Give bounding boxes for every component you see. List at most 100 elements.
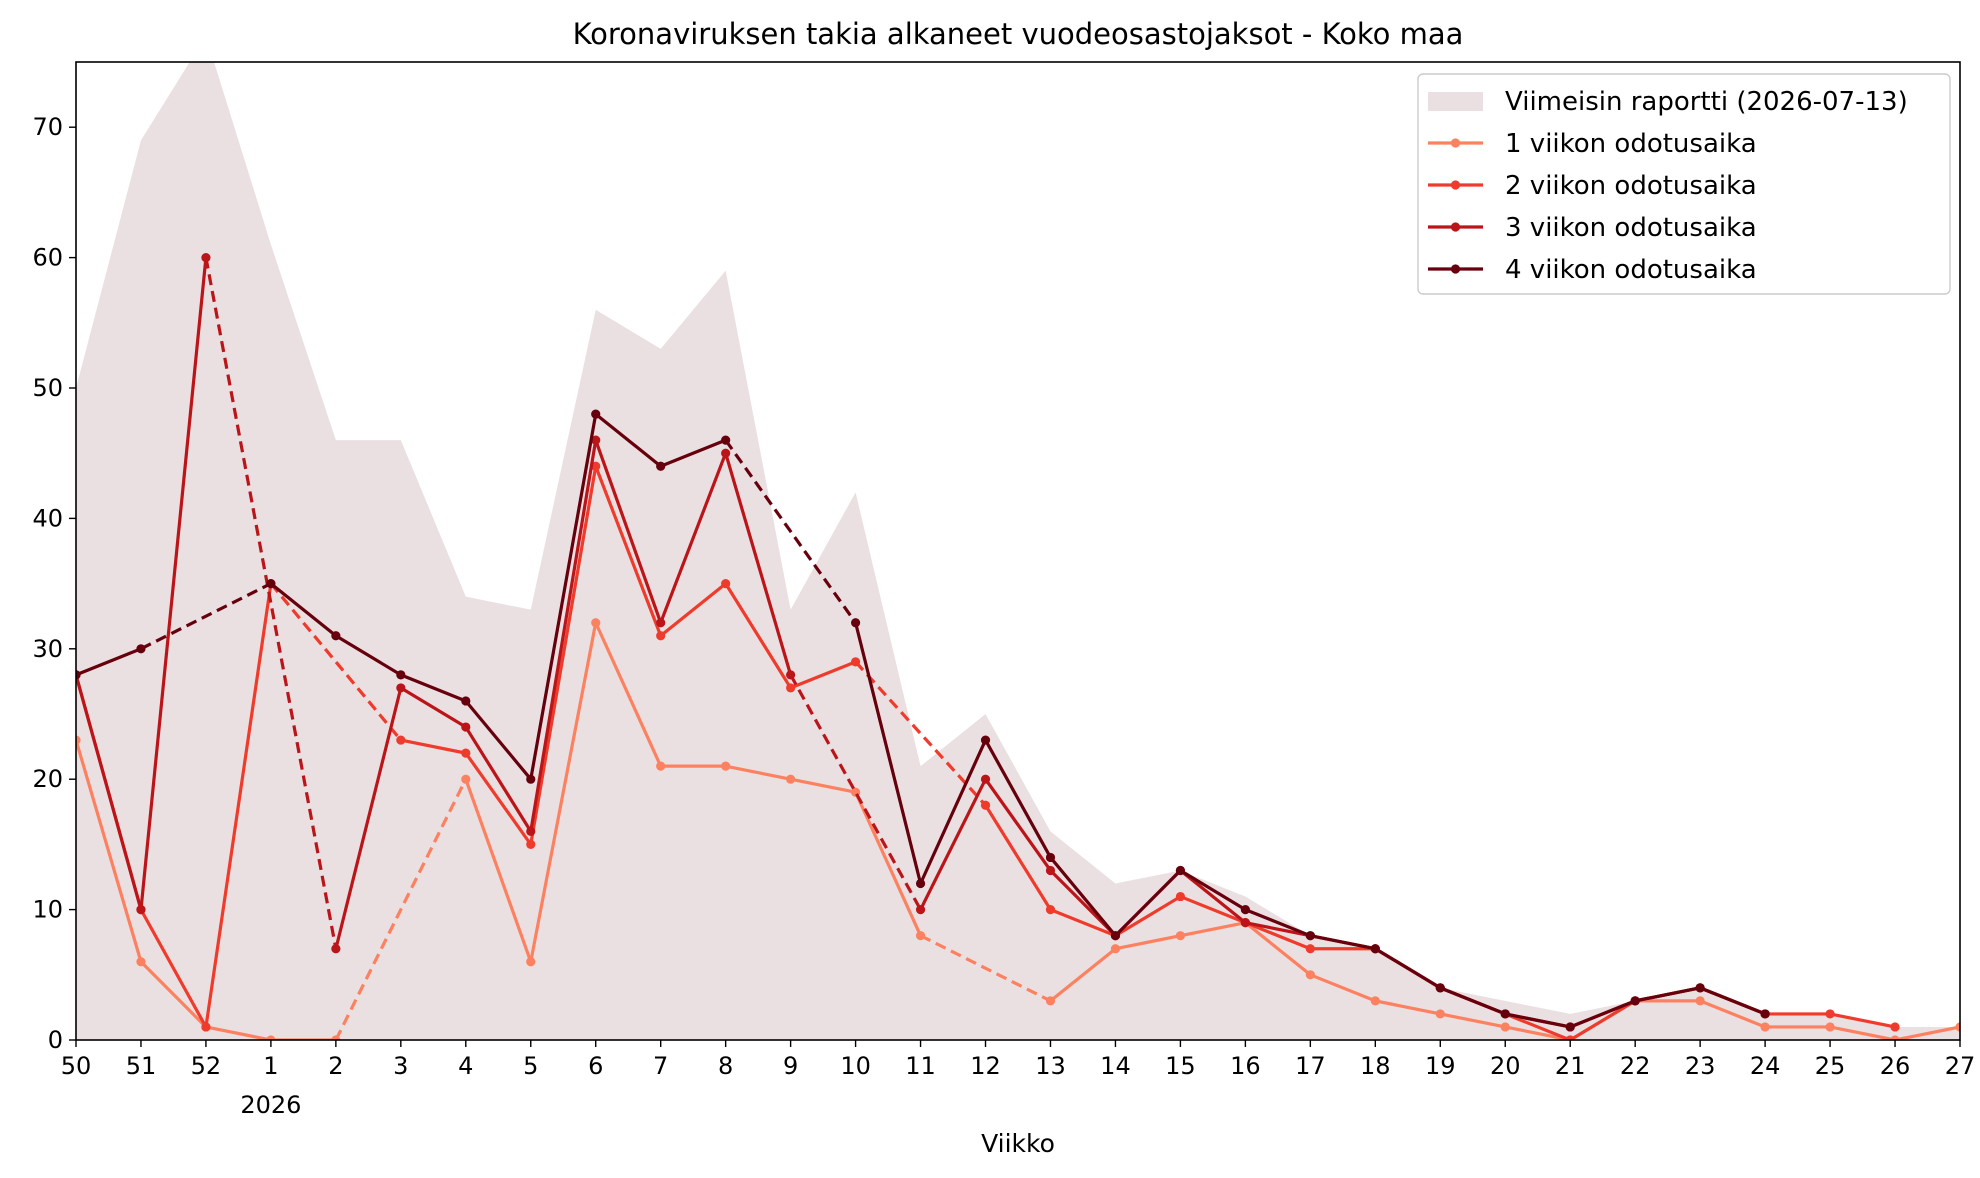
data-point — [461, 696, 471, 706]
data-point — [526, 774, 536, 784]
series-segment — [1634, 986, 1701, 1003]
data-point — [1500, 1022, 1510, 1032]
data-point — [1045, 996, 1056, 1006]
series-segment — [205, 1025, 272, 1040]
series-segment — [464, 778, 533, 963]
legend-label: 1 viikon odotusaika — [1505, 129, 1757, 159]
x-tick-label: 21 — [1555, 1052, 1586, 1080]
data-point — [1045, 852, 1056, 863]
legend-entry: 2 viikon odotusaika — [1428, 171, 1757, 201]
x-tick-label: 18 — [1360, 1052, 1391, 1080]
data-point — [1695, 996, 1705, 1006]
data-point — [1500, 1009, 1510, 1019]
series-segment — [790, 777, 856, 794]
data-point — [980, 800, 991, 810]
data-point — [136, 957, 146, 967]
legend-box — [1417, 73, 1951, 295]
year-label: 2026 — [240, 1091, 301, 1119]
y-tick-label: 40 — [32, 504, 63, 532]
legend-marker — [1450, 222, 1461, 232]
series-segment — [1699, 986, 1766, 1016]
series-segment — [854, 791, 923, 937]
chart-title: Koronaviruksen takia alkaneet vuodeosast… — [573, 17, 1464, 51]
series-segment — [529, 413, 598, 780]
x-tick-label: 22 — [1620, 1052, 1651, 1080]
series-layer — [76, 253, 1960, 1040]
data-point — [915, 931, 926, 941]
series-segment — [1049, 856, 1117, 937]
data-point — [1175, 931, 1186, 941]
data-point — [1370, 944, 1380, 954]
legend-label: 2 viikon odotusaika — [1505, 171, 1757, 201]
series-segment — [1569, 999, 1636, 1029]
legend-entry: 1 viikon odotusaika — [1428, 129, 1757, 159]
series-segment — [1504, 1012, 1571, 1040]
legend-entry: Viimeisin raportti (2026-07-13) — [1428, 87, 1908, 117]
series-segment — [1894, 1025, 1960, 1040]
data-point — [76, 670, 81, 680]
data-point — [1110, 944, 1121, 954]
legend-label: 3 viikon odotusaika — [1505, 213, 1757, 243]
data-point — [1565, 1035, 1575, 1040]
series-segment — [1114, 869, 1182, 937]
x-tick-label: 14 — [1100, 1052, 1131, 1080]
legend-marker — [1450, 180, 1461, 190]
legend-label: Viimeisin raportti (2026-07-13) — [1505, 87, 1908, 117]
series-segment — [1374, 947, 1442, 990]
data-point — [331, 944, 341, 954]
data-point — [1305, 970, 1315, 980]
series-gap-segment — [789, 674, 922, 911]
data-point — [1890, 1022, 1900, 1032]
y-tick-label: 70 — [32, 113, 63, 141]
x-axis-label: Viikko — [981, 1129, 1055, 1158]
series-segment — [984, 739, 1052, 859]
data-point — [526, 826, 536, 836]
series-segment — [1115, 934, 1181, 951]
series-segment — [659, 582, 727, 638]
series-segment — [984, 804, 1052, 911]
data-point — [1630, 996, 1640, 1006]
data-point — [980, 735, 991, 745]
data-point — [526, 957, 536, 967]
data-point — [1370, 996, 1380, 1006]
data-point — [850, 657, 861, 667]
y-tick-label: 0 — [48, 1026, 63, 1054]
series-segment — [594, 412, 662, 468]
series-segment — [854, 622, 923, 884]
latest-report-area — [76, 62, 1960, 1040]
series-segment — [334, 687, 403, 950]
series-segment — [1179, 869, 1247, 924]
data-point — [396, 735, 406, 745]
data-point — [786, 670, 796, 680]
x-tick-label: 1 — [263, 1052, 278, 1080]
series-segment — [1244, 921, 1312, 977]
series-segment — [76, 739, 143, 963]
data-point — [461, 748, 471, 758]
series-segment — [1699, 999, 1766, 1029]
data-point — [786, 683, 796, 693]
data-point — [915, 878, 926, 889]
data-point — [591, 618, 601, 628]
x-tick-label: 12 — [970, 1052, 1001, 1080]
series-segment — [984, 778, 1052, 872]
series-gap-segment — [334, 778, 468, 1040]
data-point — [136, 644, 146, 654]
series-segment — [1179, 869, 1247, 911]
data-point — [331, 1035, 341, 1040]
series-segment — [529, 439, 598, 832]
data-point — [1175, 891, 1186, 902]
series-segment — [400, 738, 467, 755]
x-tick-label: 24 — [1750, 1052, 1781, 1080]
series-segment — [139, 960, 208, 1029]
data-point — [1305, 931, 1315, 941]
series-segment — [464, 699, 532, 781]
series-4-week — [76, 409, 1770, 1032]
series-segment — [1179, 895, 1246, 925]
data-point — [656, 631, 666, 641]
x-tick-label: 17 — [1295, 1052, 1326, 1080]
y-tick-label: 20 — [32, 765, 63, 793]
data-point — [1045, 865, 1056, 876]
data-point — [1175, 865, 1186, 876]
series-segment — [724, 582, 792, 689]
